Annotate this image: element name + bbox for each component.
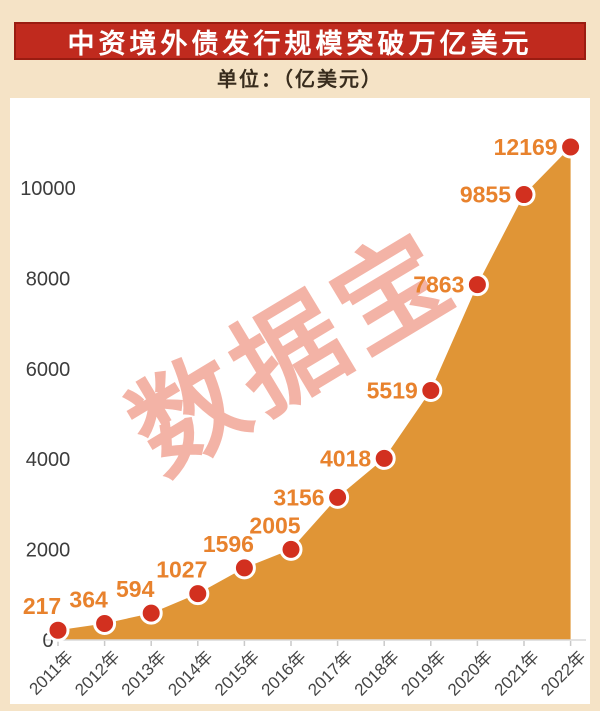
x-axis-label: 2012年 [71, 647, 123, 699]
data-point [372, 446, 396, 470]
data-point [279, 537, 303, 561]
value-label: 7863 [413, 272, 464, 298]
x-axis-label: 2018年 [351, 647, 403, 699]
chart-panel: 数据宝 2011年 2012年 2013年 2014年 2015年 2016年 2017年 20… [10, 98, 590, 704]
y-axis-label: 8000 [26, 268, 71, 290]
value-label: 1596 [203, 531, 254, 557]
x-axis-label: 2014年 [164, 647, 216, 699]
data-point [512, 183, 536, 207]
value-label: 1027 [156, 557, 207, 583]
page-title: 中资境外债发行规模突破万亿美元 [67, 28, 533, 59]
data-point [186, 582, 210, 606]
unit-label: 单位：（亿美元） [217, 69, 383, 91]
data-point [559, 135, 583, 159]
x-axis-label: 2016年 [258, 647, 310, 699]
x-axis-label: 2015年 [211, 647, 263, 699]
area-chart: 数据宝2011年2012年2013年2014年2015年2016年2017年20… [20, 134, 589, 700]
value-label: 12169 [494, 134, 558, 160]
value-label: 594 [116, 576, 155, 602]
data-point [465, 273, 489, 297]
data-point [419, 379, 443, 403]
x-axis-label: 2017年 [304, 647, 356, 699]
y-axis-label: 0 [42, 630, 53, 652]
y-axis-label: 6000 [26, 359, 71, 381]
x-axis-label: 2022年 [537, 647, 589, 699]
value-label: 3156 [273, 484, 324, 510]
x-axis-label: 2013年 [118, 647, 170, 699]
y-axis-label: 2000 [26, 540, 71, 562]
x-axis-label: 2011年 [26, 647, 77, 698]
value-label: 217 [23, 593, 61, 619]
chart-title-banner: 中资境外债发行规模突破万亿美元 [14, 22, 586, 60]
y-axis-label: 10000 [20, 178, 76, 200]
y-axis-label: 4000 [26, 449, 71, 471]
data-point [232, 556, 256, 580]
x-axis-label: 2021年 [491, 647, 543, 699]
x-axis-label: 2020年 [444, 647, 496, 699]
value-label: 9855 [460, 182, 511, 208]
value-label: 5519 [367, 378, 418, 404]
data-point [139, 601, 163, 625]
data-point [46, 618, 70, 642]
x-axis-label: 2019年 [397, 647, 449, 699]
data-point [93, 612, 117, 636]
data-point [326, 485, 350, 509]
value-label: 4018 [320, 445, 371, 471]
value-label: 364 [69, 587, 108, 613]
area-series [58, 147, 571, 640]
value-label: 2005 [249, 512, 300, 538]
